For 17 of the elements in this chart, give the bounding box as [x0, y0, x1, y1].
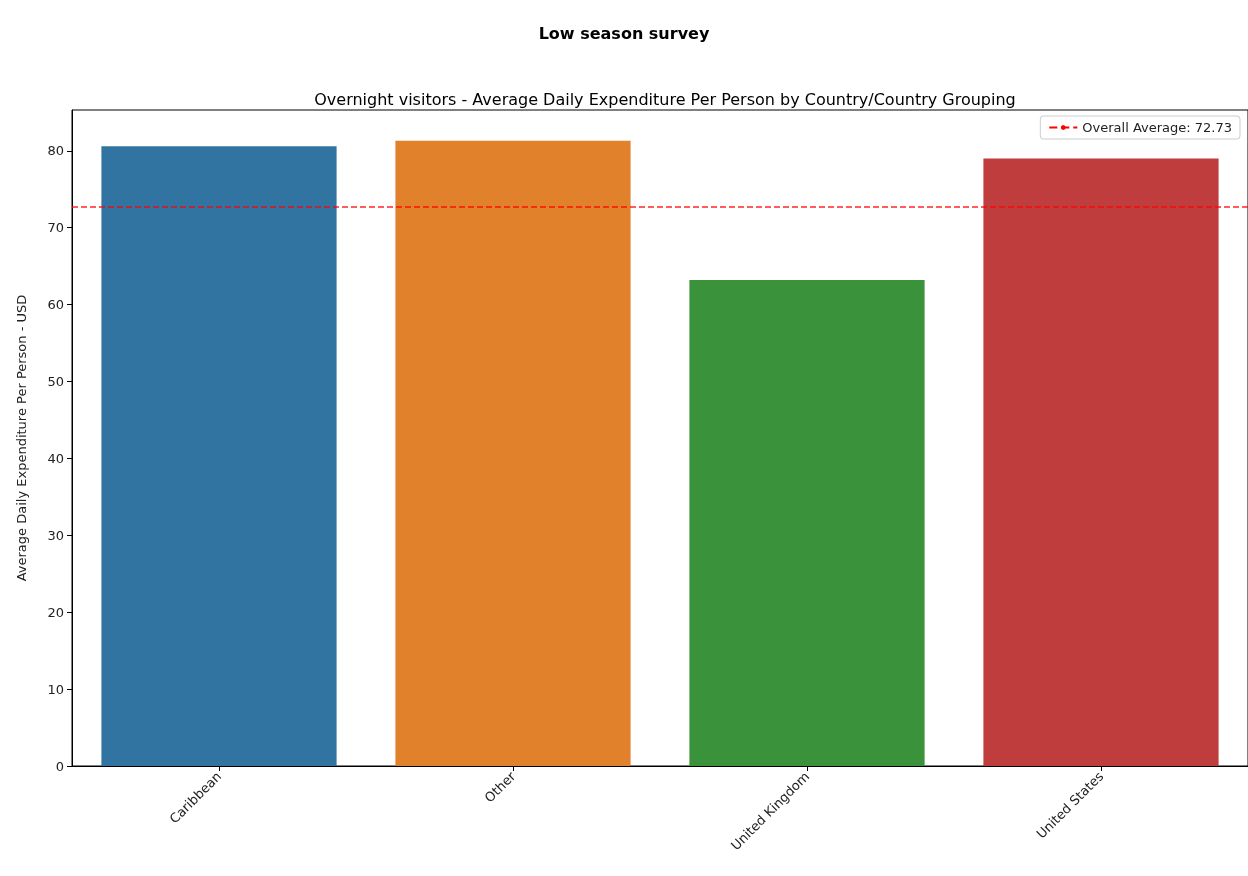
y-tick-label: 30 [47, 527, 64, 543]
bar [101, 146, 337, 766]
bar [689, 279, 925, 766]
y-tick-label: 10 [47, 681, 64, 697]
y-tick-label: 70 [47, 220, 64, 236]
y-tick-label: 20 [47, 604, 64, 620]
chart-subtitle: Overnight visitors - Average Daily Expenditure Per Person by Country/Country Grouping [314, 89, 1016, 109]
y-tick-label: 80 [47, 143, 64, 159]
legend-label: Overall Average: 72.73 [1082, 120, 1232, 135]
chart-title: Low season survey [538, 23, 710, 43]
y-tick-label: 60 [47, 297, 64, 313]
bar [983, 158, 1219, 766]
y-tick-label: 40 [47, 450, 64, 466]
y-tick-label: 50 [47, 373, 64, 389]
y-axis-title: Average Daily Expenditure Per Person - USD [14, 294, 29, 582]
bar [395, 140, 631, 766]
y-tick-label: 0 [55, 758, 64, 774]
